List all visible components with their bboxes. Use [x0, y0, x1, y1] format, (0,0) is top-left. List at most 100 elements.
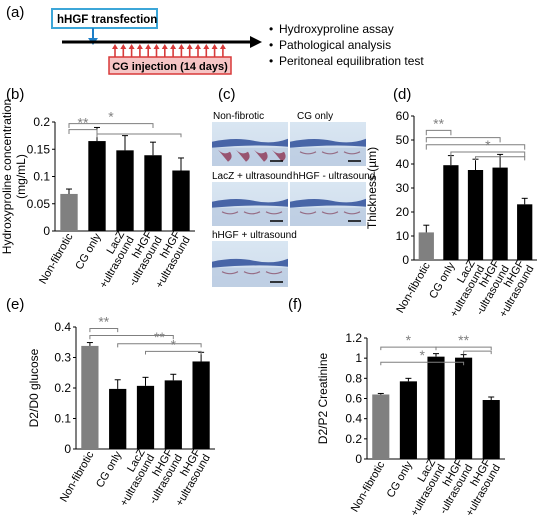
tissue-fiber: [221, 271, 239, 275]
significance-bracket: [463, 350, 492, 355]
panel-label-a: (a): [6, 4, 24, 21]
injection-arrowhead: [186, 44, 193, 49]
mesothelium-band: [290, 198, 366, 208]
significance-mark: **: [154, 329, 165, 345]
panel-label-f: (f): [288, 296, 302, 313]
outcome-item: Peritoneal equilibration test: [279, 54, 424, 68]
bar: [482, 400, 500, 459]
tissue-fiber: [343, 151, 361, 155]
muscle-layer: [212, 147, 288, 166]
muscle-layer: [290, 207, 366, 226]
y-tick-label: 0.05: [27, 197, 51, 211]
bullet-mark: •: [269, 38, 273, 52]
injection-label: CG injection (14 days): [112, 61, 228, 73]
y-tick-label: 0.2: [33, 115, 50, 129]
bar: [88, 141, 106, 231]
bar: [492, 167, 508, 260]
histology-images: [212, 122, 366, 287]
fibrosis-streak: [272, 149, 286, 162]
y-tick-label: 1: [355, 351, 362, 365]
category-label: Non-fibrotic: [58, 449, 97, 504]
transfection-label: hHGF transfection: [57, 14, 157, 26]
category-label: CG only: [73, 231, 104, 272]
significance-mark: **: [98, 314, 109, 330]
timeline-panel: hHGF transfection CG injection (14 days)…: [51, 8, 424, 75]
injection-arrowhead: [203, 44, 210, 49]
tissue-fiber: [221, 211, 239, 215]
category-label: CG only: [385, 459, 416, 500]
timeline-arrowhead: [250, 36, 262, 48]
significance-bracket: [425, 137, 501, 143]
bar: [164, 380, 182, 449]
y-tick-label: 50: [396, 133, 410, 147]
category-label: Non-fibrotic: [349, 459, 388, 514]
significance-bracket: [89, 335, 174, 340]
significance-bracket: [425, 144, 526, 150]
significance-bracket: [145, 350, 202, 355]
significance-bracket: [380, 361, 465, 366]
significance-mark: *: [171, 336, 177, 352]
y-tick-label: 0.15: [27, 142, 51, 156]
y-tick-label: 0: [402, 253, 409, 267]
tissue-fiber: [265, 211, 283, 215]
significance-bracket: [475, 156, 526, 161]
injection-arrowhead: [145, 44, 152, 49]
y-tick-label: 60: [396, 109, 410, 123]
bar: [172, 170, 190, 231]
significance-bracket: [68, 129, 98, 134]
injection-arrows: [112, 44, 226, 57]
injection-arrowhead: [128, 44, 135, 49]
bar: [455, 357, 473, 459]
bar: [192, 361, 210, 449]
panel-label-c: (c): [218, 86, 236, 103]
significance-mark: **: [78, 115, 89, 131]
y-tick-label: 0.2: [54, 381, 71, 395]
y-tick-label: 0.6: [345, 392, 362, 406]
bar: [517, 204, 533, 260]
panel-label-d: (d): [393, 86, 411, 103]
y-tick-label: 0.1: [33, 170, 50, 184]
histology-panel: Non-fibrotic CG only LacZ + ultrasound h…: [212, 111, 375, 287]
injection-arrowhead: [153, 44, 160, 49]
significance-bracket: [425, 129, 452, 136]
tissue-fiber: [321, 151, 339, 155]
injection-arrowhead: [219, 44, 226, 49]
mesothelium-band: [212, 198, 288, 208]
y-tick-label: 20: [396, 205, 410, 219]
injection-box: [108, 56, 232, 75]
category-label: Non-fibrotic: [37, 231, 76, 286]
panel-label-e: (e): [6, 296, 24, 313]
bar: [418, 232, 434, 260]
bar: [372, 394, 390, 459]
mesothelium-band: [212, 258, 288, 268]
bar: [427, 356, 445, 459]
injection-arrowhead: [195, 44, 201, 49]
significance-bracket: [89, 328, 119, 333]
y-tick-label: 0: [43, 224, 50, 238]
injection-arrowhead: [161, 44, 168, 49]
muscle-layer: [212, 207, 288, 226]
mesothelium-band: [290, 138, 366, 148]
significance-bracket: [117, 343, 202, 348]
chart-glucose: 0 0.1 0.2 0.3 0.4 D2/D0 glucose Non-fibroticCG…: [27, 314, 215, 509]
y-axis-label: Hydroxyproline concentration(mg/mL): [0, 99, 28, 254]
chart-hydroxyproline: 0 0.05 0.1 0.15 0.2 Hydroxyproline concentrat…: [0, 99, 195, 291]
y-tick-label: 0.3: [54, 351, 71, 365]
tissue-fiber: [299, 151, 317, 155]
bar: [144, 155, 162, 231]
outcome-list: • Hydroxyproline assay • Pathological an…: [269, 22, 424, 68]
outcome-item: Pathological analysis: [279, 38, 391, 52]
fibrosis-streak: [236, 149, 250, 162]
y-tick-label: 0.4: [54, 320, 71, 334]
injection-arrowhead: [178, 44, 185, 49]
category-label: CG only: [94, 449, 125, 490]
muscle-layer: [290, 147, 366, 166]
y-tick-label: 0.4: [345, 412, 362, 426]
bar: [81, 345, 99, 449]
y-tick-label: 0: [64, 442, 71, 456]
injection-arrowhead: [170, 44, 177, 49]
tissue-fiber: [243, 211, 261, 215]
